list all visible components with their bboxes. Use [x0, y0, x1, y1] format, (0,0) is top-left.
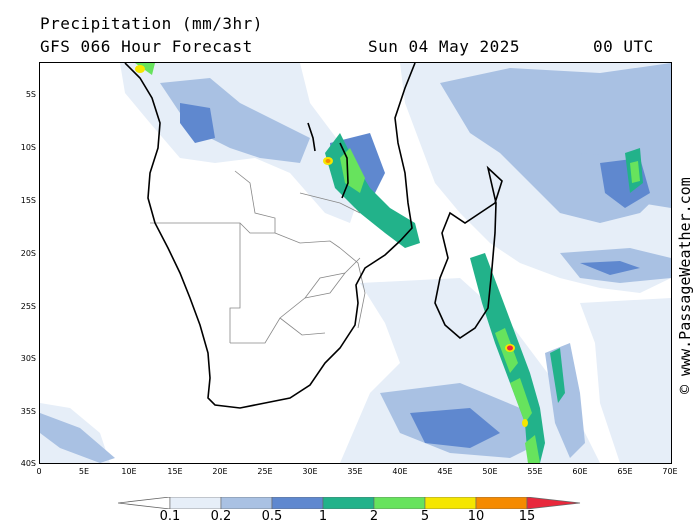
lat-label-10s: 10S [20, 143, 36, 152]
colorbar-bin-2 [271, 497, 324, 509]
precipitation-map-canvas [40, 63, 671, 463]
lon-label-30e: 30E [302, 467, 318, 476]
lat-label-15s: 15S [20, 196, 36, 205]
lon-label-60e: 60E [572, 467, 588, 476]
lon-label-45e: 45E [437, 467, 453, 476]
colorbar-bin-6 [475, 497, 528, 509]
colorbar-max-arrow [526, 497, 581, 509]
colorbar-label-0-5: 0.5 [261, 509, 283, 524]
coastlines [124, 63, 503, 409]
lon-label-25e: 25E [257, 467, 273, 476]
watermark-text: © www.PassageWeather.com [676, 177, 694, 394]
lat-label-35s: 35S [20, 407, 36, 416]
country-borders [150, 170, 366, 344]
lon-label-65e: 65E [617, 467, 633, 476]
colorbar-label-5: 5 [420, 509, 430, 524]
colorbar-bin-5 [424, 497, 477, 509]
lon-label-10e: 10E [121, 467, 137, 476]
forecast-date: Sun 04 May 2025 [368, 37, 520, 56]
colorbar-label-2: 2 [369, 509, 379, 524]
colorbar-bin-1 [220, 497, 273, 509]
precipitation-field [40, 63, 671, 463]
lon-label-35e: 35E [347, 467, 363, 476]
lat-label-5s: 5S [25, 90, 36, 99]
passageweather-watermark: © www.PassageWeather.com [676, 177, 694, 394]
lon-label-40e: 40E [392, 467, 408, 476]
colorbar-label-0-2: 0.2 [210, 509, 232, 524]
lon-label-15e: 15E [167, 467, 183, 476]
map-title: Precipitation (mm/3hr) [40, 14, 263, 33]
lon-label-70e: 70E [662, 467, 678, 476]
forecast-subtitle: GFS 066 Hour Forecast [40, 37, 253, 56]
lon-label-50e: 50E [482, 467, 498, 476]
colorbar-label-15: 15 [518, 509, 536, 524]
colorbar-label-0-1: 0.1 [159, 509, 181, 524]
lon-label-55e: 55E [527, 467, 543, 476]
lat-label-25s: 25S [20, 302, 36, 311]
precipitation-map[interactable] [39, 62, 672, 464]
lon-label-5e: 5E [78, 467, 90, 476]
colorbar-min-arrow [118, 497, 171, 509]
lon-label-20e: 20E [212, 467, 228, 476]
lon-label-0: 0 [36, 467, 42, 476]
colorbar-bin-3 [322, 497, 375, 509]
lat-label-20s: 20S [20, 249, 36, 258]
lat-label-40s: 40S [20, 459, 36, 468]
precipitation-colorbar [118, 497, 581, 509]
colorbar-bin-4 [373, 497, 426, 509]
colorbar-label-10: 10 [467, 509, 485, 524]
lat-label-30s: 30S [20, 354, 36, 363]
colorbar-label-1: 1 [318, 509, 328, 524]
colorbar-bin-0 [169, 497, 222, 509]
forecast-time: 00 UTC [593, 37, 654, 56]
